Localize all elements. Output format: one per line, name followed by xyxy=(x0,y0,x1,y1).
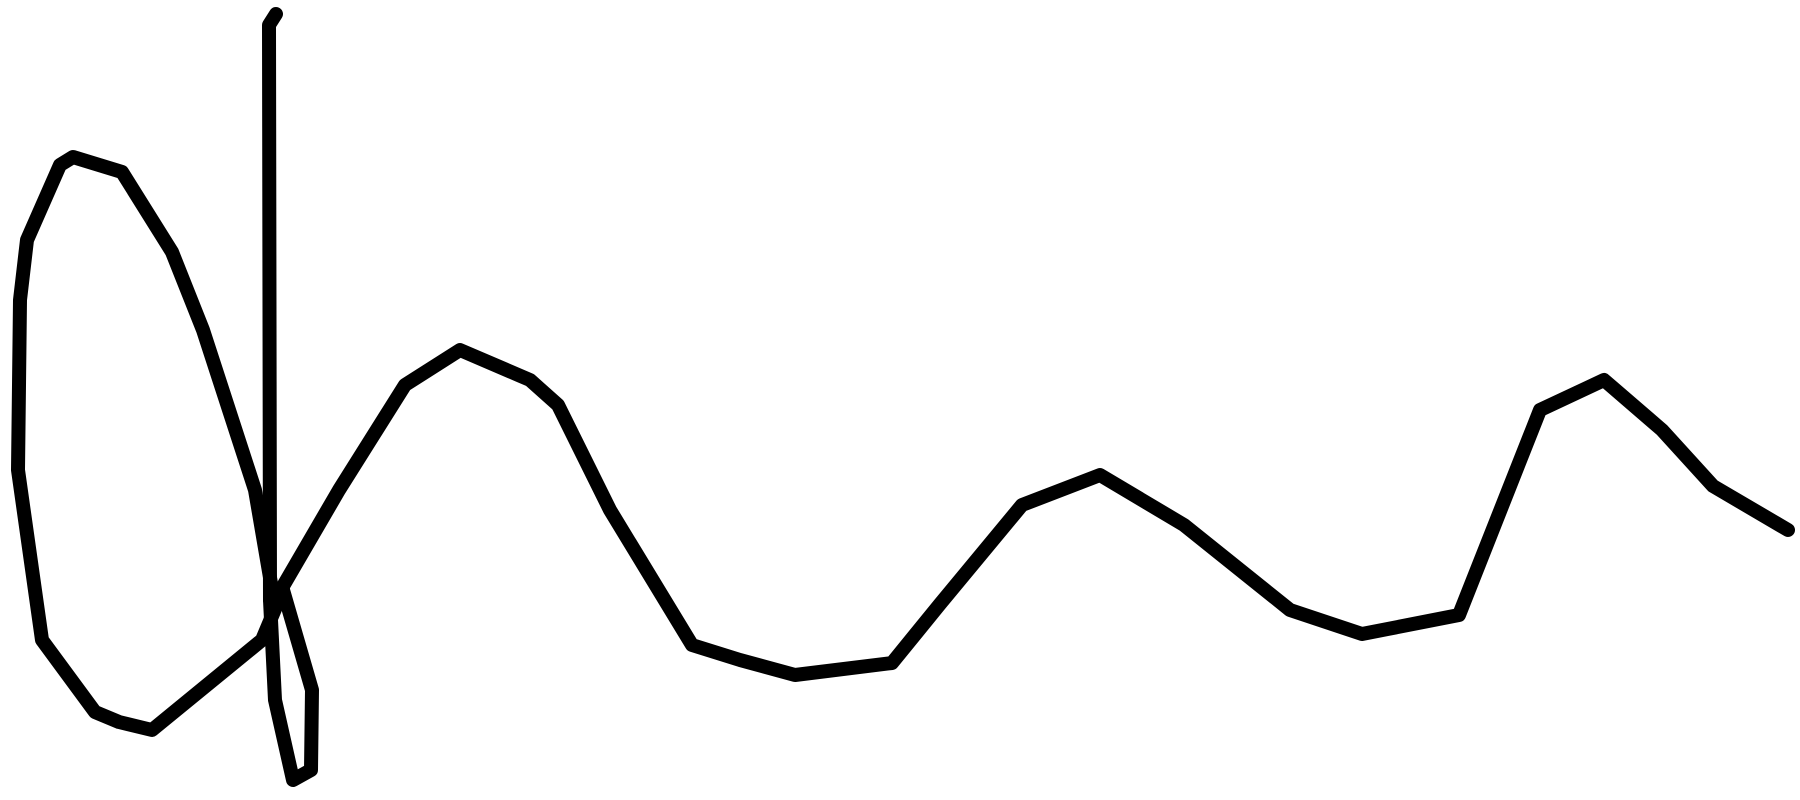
signature-stroke-descender xyxy=(263,583,319,787)
signature-stroke-tail xyxy=(268,343,1795,682)
signature-stroke-stem xyxy=(262,7,283,607)
signature-stroke-loop xyxy=(11,150,290,737)
